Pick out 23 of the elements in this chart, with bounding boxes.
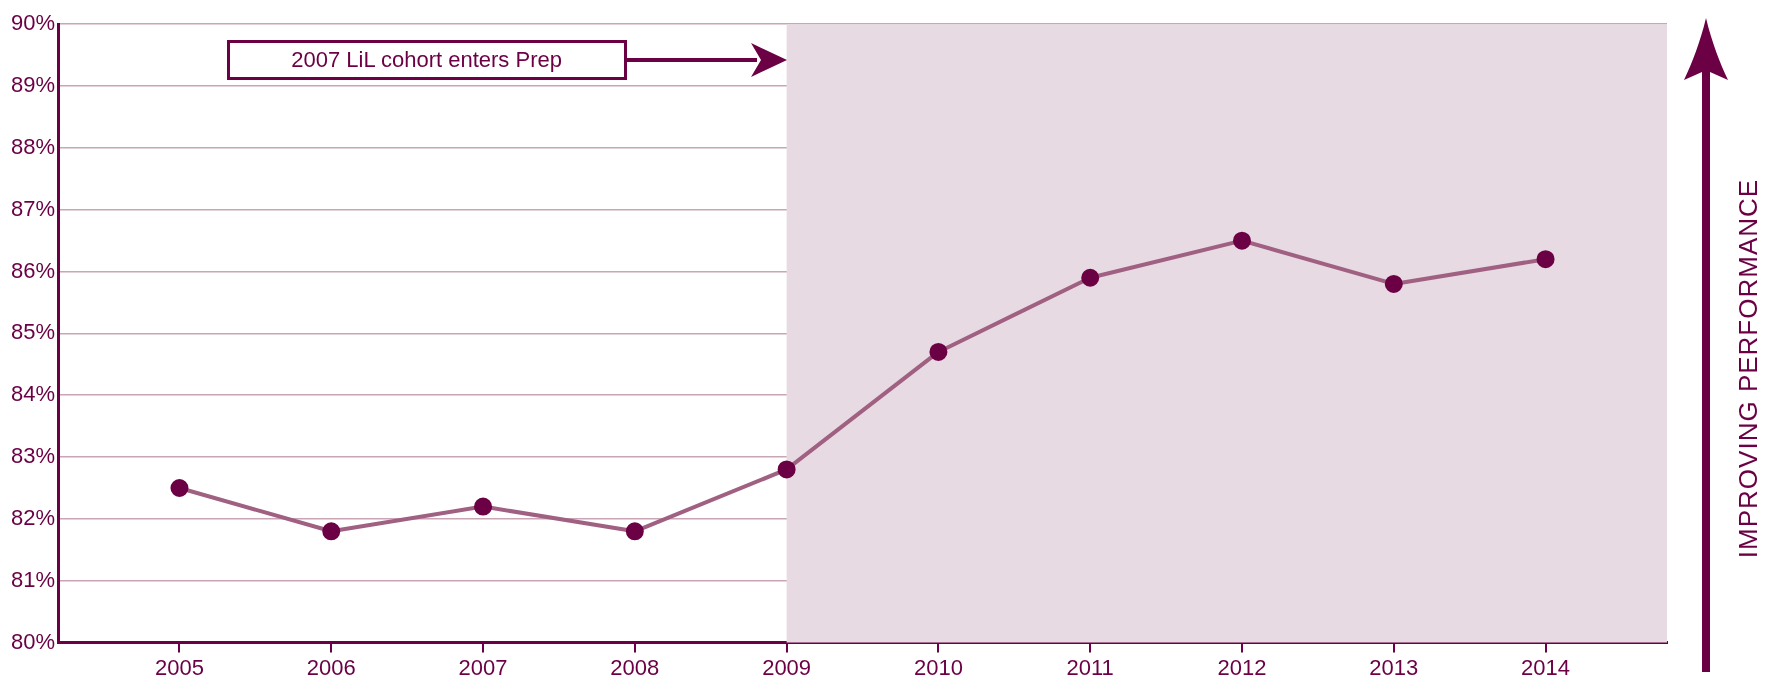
x-tick-label: 2009 bbox=[762, 654, 812, 680]
text: IMPROVING PERFORMANCE bbox=[1733, 178, 1765, 558]
x-tick-label: 2006 bbox=[306, 654, 356, 680]
y-tick-label: 84% bbox=[10, 381, 56, 407]
y-tick-label: 89% bbox=[10, 72, 56, 98]
y-tick-label: 86% bbox=[10, 257, 56, 283]
x-tick-label: 2010 bbox=[913, 654, 963, 680]
x-tick-label: 2013 bbox=[1369, 654, 1419, 680]
x-tick-label: 2011 bbox=[1066, 654, 1114, 680]
x-tick-label: 2008 bbox=[610, 654, 660, 680]
x-tick-label: 2012 bbox=[1217, 654, 1267, 680]
y-tick-label: 87% bbox=[10, 195, 56, 221]
y-tick-label: 88% bbox=[10, 133, 56, 159]
y-tick-label: 82% bbox=[10, 504, 56, 530]
y-tick-label: 81% bbox=[10, 566, 56, 592]
y-tick-label: 90% bbox=[10, 10, 56, 36]
annotation: 2007 LiL cohort enters Prep bbox=[291, 47, 562, 73]
x-tick-label: 2005 bbox=[154, 654, 204, 680]
y-tick-label: 85% bbox=[10, 319, 56, 345]
x-tick-label: 2014 bbox=[1521, 654, 1571, 680]
y-tick-label: 80% bbox=[10, 628, 56, 654]
y-tick-label: 83% bbox=[10, 443, 56, 469]
x-tick-label: 2007 bbox=[458, 654, 508, 680]
